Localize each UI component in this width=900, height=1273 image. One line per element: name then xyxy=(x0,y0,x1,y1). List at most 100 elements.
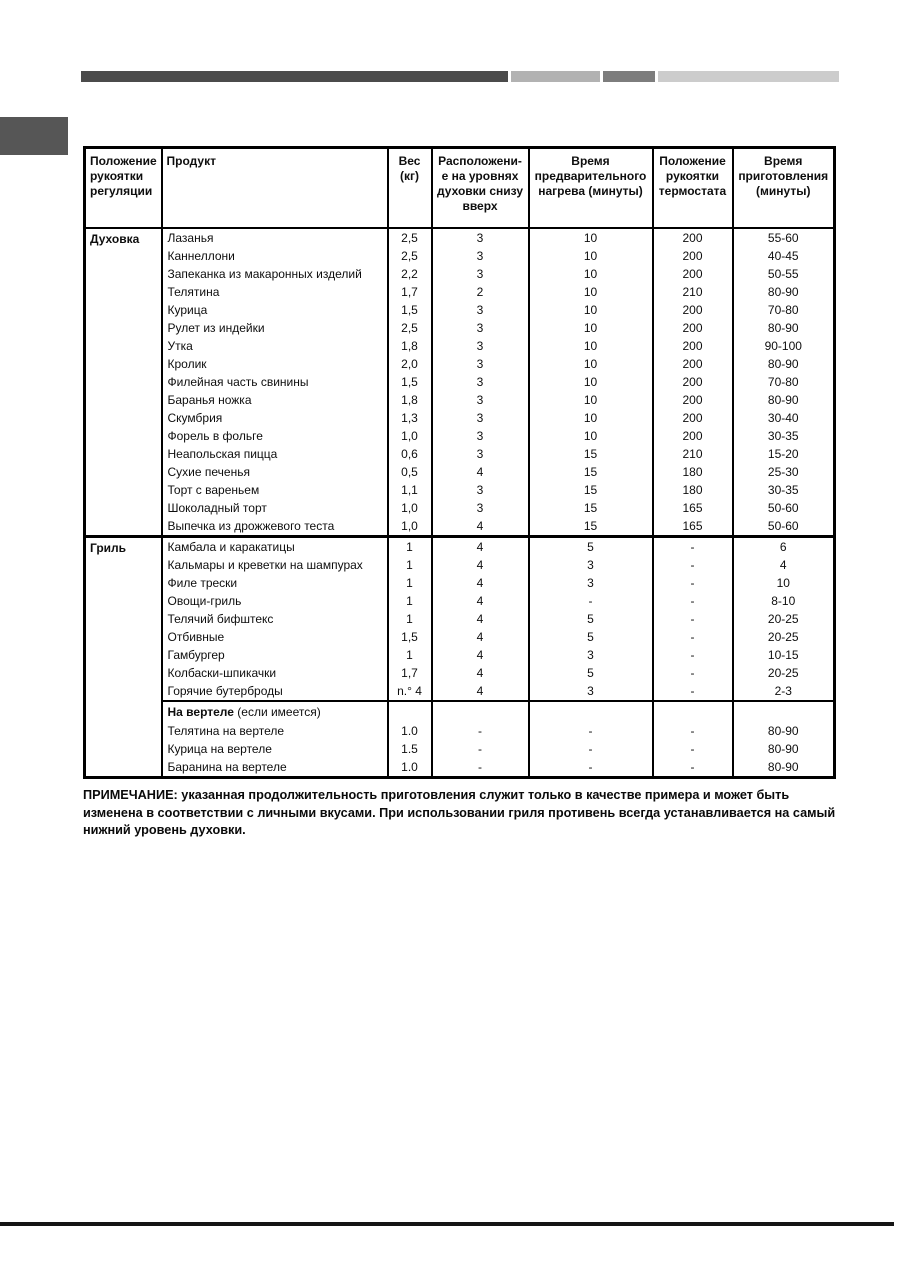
value-cell: 3 xyxy=(430,264,530,283)
value-cell: 70-80 xyxy=(731,372,836,391)
value-cell: 80-90 xyxy=(731,282,836,301)
table-row: Гамбургер 1 4 3-10-15 xyxy=(85,645,836,664)
product-cell: Лазанья xyxy=(160,227,389,247)
value-cell: 4 xyxy=(430,681,530,701)
value-cell: 200 xyxy=(651,336,734,355)
value-cell: - xyxy=(430,757,530,777)
value-cell: 3 xyxy=(430,408,530,427)
value-cell: 200 xyxy=(651,354,734,373)
value-cell: 2,5 xyxy=(386,246,433,265)
table-row: Форель в фольге 1,0 3 10 200 30-35 xyxy=(85,426,836,445)
value-cell: 1,5 xyxy=(386,300,433,319)
value-cell: 1,3 xyxy=(386,408,433,427)
value-cell: 0,5 xyxy=(386,462,433,481)
value-cell: - xyxy=(527,721,654,740)
value-cell: 5 xyxy=(527,536,654,556)
value-cell: 15 xyxy=(527,498,654,517)
value-cell: 0,6 xyxy=(386,444,433,463)
value-cell: - xyxy=(651,681,734,701)
product-cell: Телятина xyxy=(160,282,389,301)
table-row: Сухие печенья 0,5 4 15 180 25-30 xyxy=(85,462,836,481)
value-cell: - xyxy=(527,739,654,758)
header-thermostat: Положение рукоятки термостата xyxy=(651,146,734,229)
value-cell: 8-10 xyxy=(731,591,836,610)
table-row: Курица 1,5 3 10 200 70-80 xyxy=(85,300,836,319)
subsection-label: На вертеле (если имеется) xyxy=(160,699,389,722)
value-cell: 200 xyxy=(651,246,734,265)
value-cell: 70-80 xyxy=(731,300,836,319)
value-cell: - xyxy=(527,591,654,610)
value-cell: 10 xyxy=(527,372,654,391)
product-cell: Горячие бутерброды xyxy=(160,681,389,701)
value-cell: 4 xyxy=(430,663,530,682)
product-cell: Баранина на вертеле xyxy=(160,757,389,777)
value-cell: 1 xyxy=(386,536,433,556)
value-cell: - xyxy=(651,627,734,646)
section-oven: Духовка Лазанья 2,5 3 10 200 55-60 Каннеллони 2,… xyxy=(83,227,836,536)
value-cell: 20-25 xyxy=(731,627,836,646)
value-cell: 80-90 xyxy=(731,757,836,777)
value-cell: 3 xyxy=(430,498,530,517)
empty-cell xyxy=(651,699,734,722)
value-cell: 15 xyxy=(527,480,654,499)
value-cell: 15 xyxy=(527,462,654,481)
value-cell: - xyxy=(651,555,734,574)
value-cell: 200 xyxy=(651,300,734,319)
value-cell: 200 xyxy=(651,390,734,409)
header-rack-level: Расположени- е на уровнях духовки снизу … xyxy=(430,146,530,229)
value-cell: 10-15 xyxy=(731,645,836,664)
value-cell: 2-3 xyxy=(731,681,836,701)
table-row: Утка 1,8 3 10 200 90-100 xyxy=(85,336,836,355)
value-cell: 4 xyxy=(430,516,530,536)
value-cell: - xyxy=(651,536,734,556)
product-cell: Кальмары и креветки на шампурах xyxy=(160,555,389,574)
value-cell: 200 xyxy=(651,408,734,427)
value-cell: 80-90 xyxy=(731,390,836,409)
value-cell: 4 xyxy=(430,645,530,664)
value-cell: 1.0 xyxy=(386,721,433,740)
value-cell: 4 xyxy=(430,627,530,646)
product-cell: Филе трески xyxy=(160,573,389,592)
value-cell: 1 xyxy=(386,591,433,610)
cooking-table: Положение рукоятки регуляции Продукт Вес… xyxy=(83,146,836,779)
table-row: Торт с вареньем 1,1 3 15 180 30-35 xyxy=(85,480,836,499)
product-cell: Запеканка из макаронных изделий xyxy=(160,264,389,283)
product-cell: Выпечка из дрожжевого теста xyxy=(160,516,389,536)
value-cell: 165 xyxy=(651,516,734,536)
cooking-table-wrap: Положение рукоятки регуляции Продукт Вес… xyxy=(83,146,836,779)
product-cell: Телячий бифштекс xyxy=(160,609,389,628)
product-cell: Каннеллони xyxy=(160,246,389,265)
table-row: Телячий бифштекс 1 4 5-20-25 xyxy=(85,609,836,628)
value-cell: 10 xyxy=(527,354,654,373)
value-cell: 90-100 xyxy=(731,336,836,355)
value-cell: 80-90 xyxy=(731,721,836,740)
value-cell: 3 xyxy=(527,573,654,592)
value-cell: 50-55 xyxy=(731,264,836,283)
value-cell: 5 xyxy=(527,663,654,682)
value-cell: 10 xyxy=(527,318,654,337)
value-cell: 3 xyxy=(430,426,530,445)
footnote: ПРИМЕЧАНИЕ: указанная продолжительность … xyxy=(83,788,836,837)
table-row: Рулет из индейки 2,5 3 10 200 80-90 xyxy=(85,318,836,337)
value-cell: 10 xyxy=(527,390,654,409)
value-cell: 3 xyxy=(430,300,530,319)
value-cell: 80-90 xyxy=(731,739,836,758)
value-cell: 50-60 xyxy=(731,516,836,536)
value-cell: 20-25 xyxy=(731,663,836,682)
product-cell: Шоколадный торт xyxy=(160,498,389,517)
value-cell: 3 xyxy=(527,645,654,664)
table-row: Гриль Камбала и каракатицы 1 4 5-6 xyxy=(83,536,836,777)
value-cell: 80-90 xyxy=(731,354,836,373)
table-row: Неапольская пицца 0,6 3 15 210 15-20 xyxy=(85,444,836,463)
product-cell: Телятина на вертеле xyxy=(160,721,389,740)
value-cell: 200 xyxy=(651,227,734,247)
table-row: Курица на вертеле 1.5- - -80-90 xyxy=(85,739,836,758)
table-row: Телятина на вертеле 1.0- - -80-90 xyxy=(85,721,836,740)
value-cell: 1.0 xyxy=(386,757,433,777)
value-cell: 4 xyxy=(430,536,530,556)
value-cell: 10 xyxy=(527,227,654,247)
value-cell: 1,7 xyxy=(386,282,433,301)
value-cell: 3 xyxy=(430,480,530,499)
value-cell: 4 xyxy=(430,609,530,628)
